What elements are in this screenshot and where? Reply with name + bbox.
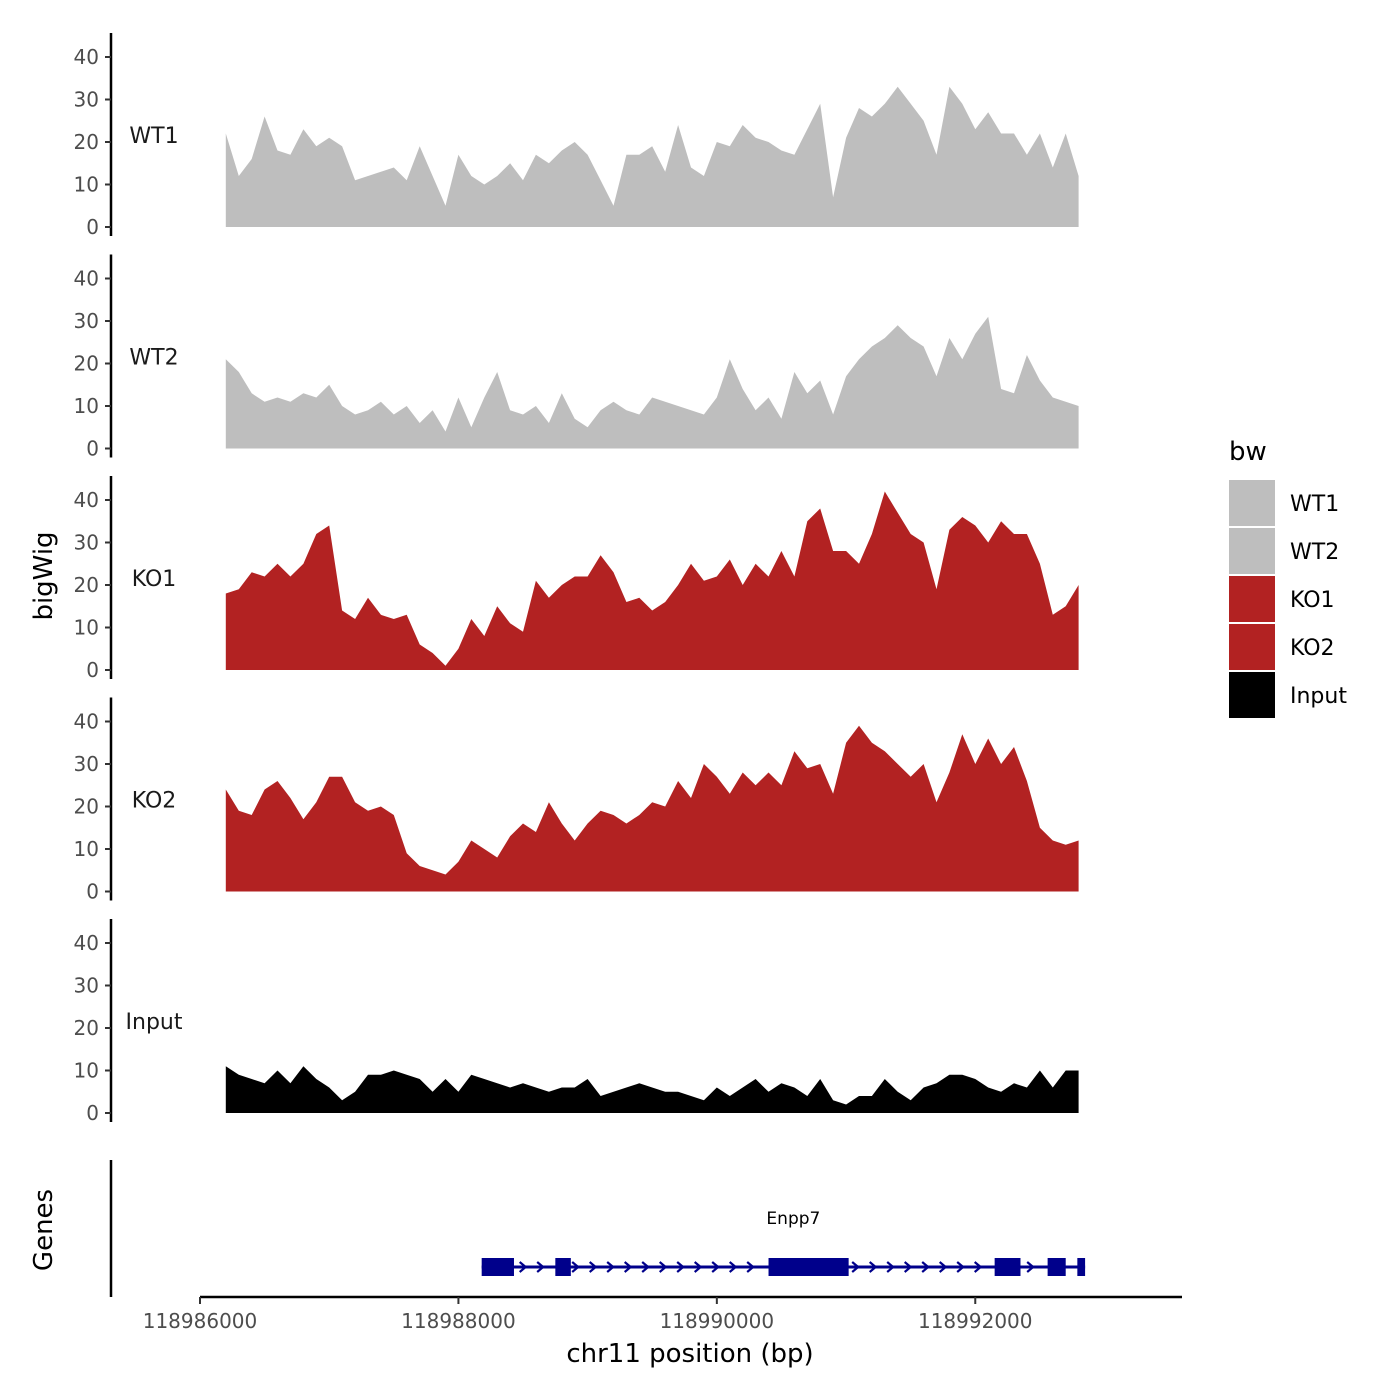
bigwig-tracks: 0 10 20 30 40 WT1 0 10 20 30 40 WT2 0 10 20 30 40 KO1 0 10 2… (74, 33, 1079, 1125)
y-tick-label-wt2-20: 20 (74, 352, 99, 376)
y-tick-label-input-10: 10 (74, 1059, 99, 1083)
gene-exon-6 (1077, 1258, 1086, 1276)
gene-strand-arrow (1026, 1261, 1035, 1273)
gene-strand-arrow (886, 1261, 895, 1273)
y-tick-label-wt1-0: 0 (86, 215, 99, 239)
gene-strand-arrow (658, 1261, 668, 1273)
track-ko1: 0 10 20 30 40 KO1 (74, 476, 1079, 682)
y-tick-label-ko1-10: 10 (74, 616, 99, 640)
y-tick-label-ko1-20: 20 (74, 573, 99, 597)
genes-axis-title: Genes (29, 1189, 59, 1271)
x-tick-label-118990000: 118990000 (660, 1309, 775, 1333)
gene-strand-arrow (676, 1261, 685, 1273)
y-tick-label-wt1-20: 20 (74, 130, 99, 154)
gene-strand-arrow (606, 1261, 615, 1273)
y-tick-label-wt1-40: 40 (74, 45, 99, 69)
y-tick-label-ko2-30: 30 (74, 752, 99, 776)
y-tick-label-ko1-40: 40 (74, 488, 99, 512)
area-ko2 (225, 725, 1079, 892)
y-tick-label-input-30: 30 (74, 974, 99, 998)
gene-strand-arrow (903, 1261, 913, 1273)
legend: bw WT1 WT2 KO1 KO2 Input (1229, 437, 1347, 718)
genes-panel: Enpp7 (109, 1160, 1086, 1297)
gene-strand-arrow (588, 1261, 598, 1273)
track-ko2: 0 10 20 30 40 KO2 (74, 697, 1079, 904)
gene-strand-arrow (711, 1261, 720, 1273)
legend-swatch-wt1 (1229, 480, 1275, 526)
legend-swatch-ko1 (1229, 576, 1275, 622)
y-tick-label-input-40: 40 (74, 931, 99, 955)
gene-strand-arrow (536, 1261, 545, 1273)
gene-strand-arrow (623, 1261, 633, 1273)
y-tick-label-ko2-10: 10 (74, 837, 99, 861)
track-label-input: Input (126, 1010, 183, 1035)
x-axis: 118986000 118988000 118990000 118992000 (143, 1295, 1182, 1333)
gene-strand-arrow (728, 1261, 738, 1273)
gene-exon-5 (1047, 1258, 1066, 1276)
y-tick-label-input-0: 0 (86, 1101, 99, 1125)
y-tick-label-ko2-40: 40 (74, 710, 99, 734)
track-label-wt2: WT2 (129, 346, 178, 371)
gene-strand-arrow (868, 1261, 878, 1273)
gene-exon-1 (481, 1258, 514, 1276)
gene-exon-3 (768, 1258, 849, 1276)
track-input: 0 10 20 30 40 Input (74, 919, 1079, 1125)
y-tick-label-wt2-0: 0 (86, 437, 99, 461)
area-wt2 (225, 316, 1079, 449)
x-tick-label-118986000: 118986000 (143, 1309, 258, 1333)
gene-strand-arrow (938, 1261, 948, 1273)
gene-exon-4 (994, 1258, 1021, 1276)
track-label-ko2: KO2 (132, 789, 177, 814)
x-tick-label-118988000: 118988000 (401, 1309, 516, 1333)
legend-label-wt1: WT1 (1290, 492, 1339, 517)
gene-enpp7: Enpp7 (481, 1209, 1086, 1276)
y-tick-label-wt2-10: 10 (74, 394, 99, 418)
y-tick-label-wt2-40: 40 (74, 267, 99, 291)
y-tick-label-ko1-30: 30 (74, 531, 99, 555)
track-wt1: 0 10 20 30 40 WT1 (74, 33, 1079, 239)
y-tick-label-wt1-10: 10 (74, 173, 99, 197)
gene-strand-arrow (956, 1261, 965, 1273)
track-wt2: 0 10 20 30 40 WT2 (74, 254, 1079, 461)
gene-strand-arrow (973, 1261, 983, 1273)
y-axis-title: bigWig (29, 531, 59, 620)
y-tick-label-ko1-0: 0 (86, 658, 99, 682)
x-tick-label-118992000: 118992000 (918, 1309, 1033, 1333)
y-tick-label-input-20: 20 (74, 1016, 99, 1040)
legend-label-wt2: WT2 (1290, 540, 1339, 565)
gene-strand-arrow (693, 1261, 703, 1273)
legend-swatch-input (1229, 672, 1275, 718)
legend-label-ko1: KO1 (1290, 588, 1335, 613)
y-tick-label-wt1-30: 30 (74, 88, 99, 112)
legend-swatch-ko2 (1229, 624, 1275, 670)
track-label-ko1: KO1 (132, 567, 177, 592)
area-wt1 (225, 86, 1079, 227)
track-label-wt1: WT1 (129, 124, 178, 149)
area-ko1 (225, 491, 1079, 670)
gene-strand-arrow (571, 1261, 580, 1273)
y-tick-label-ko2-20: 20 (74, 795, 99, 819)
legend-title: bw (1229, 437, 1267, 467)
legend-label-ko2: KO2 (1290, 636, 1335, 661)
gene-strand-arrow (851, 1261, 860, 1273)
gene-exon-2 (555, 1258, 571, 1276)
legend-swatch-wt2 (1229, 528, 1275, 574)
y-tick-label-wt2-30: 30 (74, 309, 99, 333)
gene-strand-arrow (641, 1261, 650, 1273)
gene-label-enpp7: Enpp7 (766, 1209, 820, 1229)
gene-strand-arrow (518, 1261, 528, 1273)
area-input (225, 1066, 1079, 1113)
x-axis-title: chr11 position (bp) (566, 1339, 813, 1369)
gene-strand-arrow (746, 1261, 755, 1273)
gene-strand-arrow (921, 1261, 930, 1273)
legend-label-input: Input (1290, 684, 1347, 709)
y-tick-label-ko2-0: 0 (86, 880, 99, 904)
